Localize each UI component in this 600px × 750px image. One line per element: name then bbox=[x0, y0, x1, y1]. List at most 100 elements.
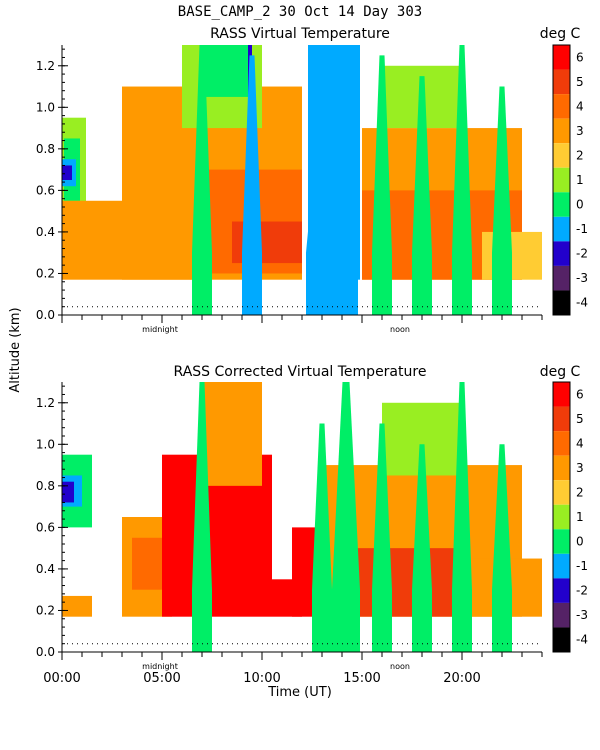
temperature-spike bbox=[372, 55, 392, 315]
colorbar-frame bbox=[552, 381, 571, 653]
temperature-spike bbox=[192, 382, 212, 652]
temperature-spike bbox=[492, 444, 512, 652]
colorbar-label: 2 bbox=[576, 148, 584, 162]
y-axis-label: Altitude (km) bbox=[8, 307, 23, 392]
temperature-region bbox=[62, 165, 72, 180]
temperature-spike bbox=[332, 382, 360, 652]
colorbar-label: 5 bbox=[576, 75, 584, 89]
colorbar-label: 1 bbox=[576, 173, 584, 187]
y-tick-label: 0.0 bbox=[36, 308, 55, 322]
colorbar-label: 6 bbox=[576, 50, 584, 64]
colorbar-cell bbox=[553, 382, 570, 407]
panel-corrected-virtual-temperature: RASS Corrected Virtual Temperature deg C… bbox=[36, 364, 588, 686]
colorbar-label: -3 bbox=[576, 271, 588, 285]
x-tick-label: 00:00 bbox=[43, 671, 80, 686]
y-tick-label: 0.2 bbox=[36, 266, 55, 280]
temperature-spike bbox=[192, 45, 212, 315]
colorbar-cell bbox=[553, 265, 570, 291]
temperature-spike bbox=[452, 382, 472, 652]
colorbar-cell bbox=[553, 504, 570, 530]
colorbar-cell bbox=[553, 118, 570, 144]
colorbar-cell bbox=[553, 578, 570, 603]
colorbar: 6 5 4 3 2 1 0 -1 -2 -3 -4 bbox=[552, 381, 588, 653]
y-tick-label: 0.6 bbox=[36, 520, 55, 534]
colorbar-cell bbox=[553, 94, 570, 119]
colorbar-label: -2 bbox=[576, 584, 588, 598]
y-tick-label: 0.2 bbox=[36, 603, 55, 617]
y-tick-label: 1.2 bbox=[36, 59, 55, 73]
temperature-spike bbox=[492, 86, 512, 315]
colorbar-cell bbox=[553, 241, 570, 266]
temperature-spike bbox=[412, 444, 432, 652]
colorbar-label: 4 bbox=[576, 436, 584, 450]
colorbar-cell bbox=[553, 167, 570, 193]
temperature-spike bbox=[372, 423, 392, 652]
x-tick-label: 15:00 bbox=[343, 671, 380, 686]
y-tick-label: 1.0 bbox=[36, 437, 55, 451]
colorbar-cell bbox=[553, 69, 570, 95]
colorbar-label: -4 bbox=[576, 633, 588, 647]
temperature-spike bbox=[242, 55, 262, 315]
x-annotation-noon: noon bbox=[390, 662, 410, 671]
temperature-region bbox=[202, 45, 252, 97]
y-tick-label: 1.2 bbox=[36, 396, 55, 410]
figure-header: BASE_CAMP_2 30 Oct 14 Day 303 bbox=[178, 4, 422, 20]
y-tick-label: 0.8 bbox=[36, 142, 55, 156]
x-tick-label: 20:00 bbox=[443, 671, 480, 686]
colorbar-cell bbox=[553, 602, 570, 628]
y-tick-label: 0.6 bbox=[36, 183, 55, 197]
colorbar-cell bbox=[553, 529, 570, 554]
y-tick-label: 0.4 bbox=[36, 225, 55, 239]
chart-title: RASS Corrected Virtual Temperature bbox=[174, 364, 427, 380]
colorbar-cell bbox=[553, 45, 570, 70]
colorbar-label: -1 bbox=[576, 222, 588, 236]
x-tick-label: 05:00 bbox=[143, 671, 180, 686]
temperature-spike bbox=[306, 45, 358, 315]
plot-area: 0.0 0.2 0.4 0.6 0.8 1.0 1.2 00:00 05:00 10:00 15:0… bbox=[36, 382, 543, 686]
colorbar-label: 2 bbox=[576, 485, 584, 499]
y-tick-label: 0.0 bbox=[36, 645, 55, 659]
colorbar-label: 0 bbox=[576, 198, 584, 212]
y-tick-label: 1.0 bbox=[36, 100, 55, 114]
plot-area: 0.0 0.2 0.4 0.6 0.8 1.0 1.2 midnight noon bbox=[36, 45, 543, 334]
colorbar-cell bbox=[553, 553, 570, 579]
y-tick-label: 0.4 bbox=[36, 562, 55, 576]
y-tick-label: 0.8 bbox=[36, 479, 55, 493]
temperature-region bbox=[352, 548, 462, 617]
colorbar-cell bbox=[553, 143, 570, 168]
x-tick-label: 10:00 bbox=[243, 671, 280, 686]
colorbar-label: 6 bbox=[576, 387, 584, 401]
temperature-spike bbox=[412, 76, 432, 315]
temperature-region bbox=[132, 537, 162, 590]
colorbar-label: -3 bbox=[576, 608, 588, 622]
colorbar-label: 1 bbox=[576, 510, 584, 524]
colorbar-cell bbox=[553, 480, 570, 505]
colorbar-label: -4 bbox=[576, 296, 588, 310]
colorbar-unit: deg C bbox=[540, 364, 581, 380]
temperature-region bbox=[62, 481, 74, 503]
colorbar-label: 3 bbox=[576, 124, 584, 138]
x-annotation-midnight: midnight bbox=[142, 325, 178, 334]
chart-title: RASS Virtual Temperature bbox=[210, 26, 390, 42]
colorbar-cell bbox=[553, 431, 570, 456]
colorbar-unit: deg C bbox=[540, 26, 581, 42]
panel-virtual-temperature: RASS Virtual Temperature deg C 0.0 0.2 0.4… bbox=[36, 26, 588, 334]
colorbar-label: -2 bbox=[576, 247, 588, 261]
colorbar-label: 0 bbox=[576, 535, 584, 549]
colorbar-cell bbox=[553, 406, 570, 432]
colorbar-cell bbox=[553, 290, 570, 315]
colorbar-label: 3 bbox=[576, 461, 584, 475]
colorbar-cell bbox=[553, 455, 570, 481]
temperature-region bbox=[202, 382, 262, 486]
temperature-region bbox=[62, 595, 92, 617]
colorbar-frame bbox=[552, 44, 571, 316]
colorbar-cell bbox=[553, 627, 570, 652]
x-annotation-midnight: midnight bbox=[142, 662, 178, 671]
temperature-spike bbox=[452, 45, 472, 315]
colorbar-cell bbox=[553, 192, 570, 217]
temperature-spike bbox=[312, 423, 332, 652]
colorbar-label: 5 bbox=[576, 412, 584, 426]
x-axis-label: Time (UT) bbox=[267, 685, 332, 700]
colorbar-label: -1 bbox=[576, 559, 588, 573]
